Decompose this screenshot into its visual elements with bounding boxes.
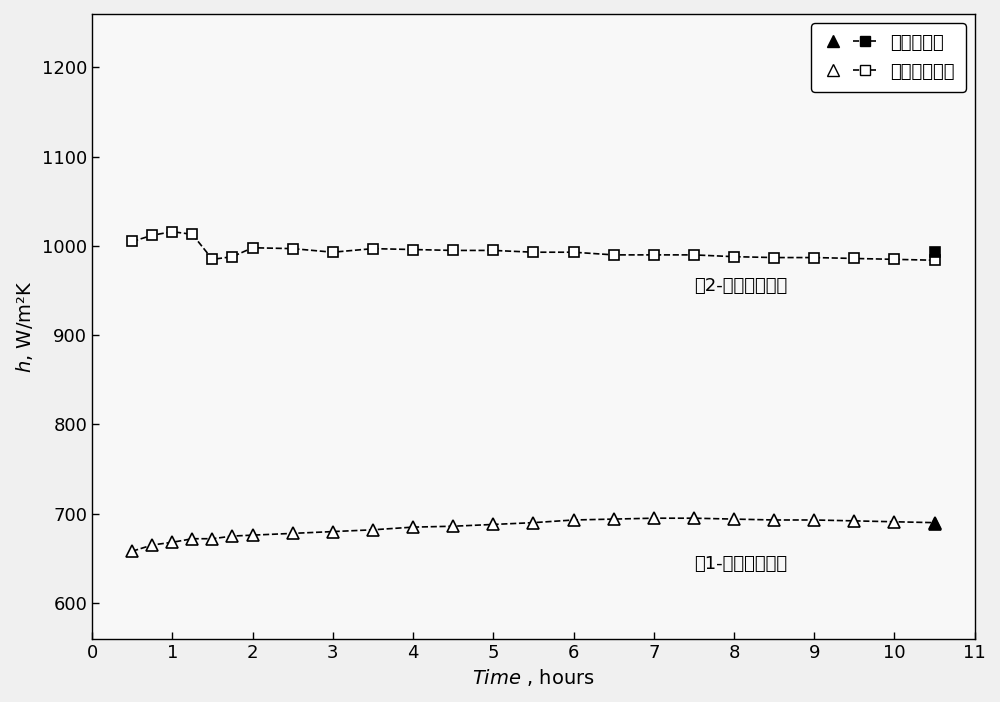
Text: 板2-热管换热系数: 板2-热管换热系数	[694, 277, 787, 295]
X-axis label: $\it{Time}$ , hours: $\it{Time}$ , hours	[472, 667, 595, 688]
Text: 板1-热管换热系数: 板1-热管换热系数	[694, 555, 787, 573]
Legend: 稳态测量法, 非稳态测量法: 稳态测量法, 非稳态测量法	[811, 23, 966, 92]
Y-axis label: $h$, W/m²K: $h$, W/m²K	[14, 280, 35, 373]
